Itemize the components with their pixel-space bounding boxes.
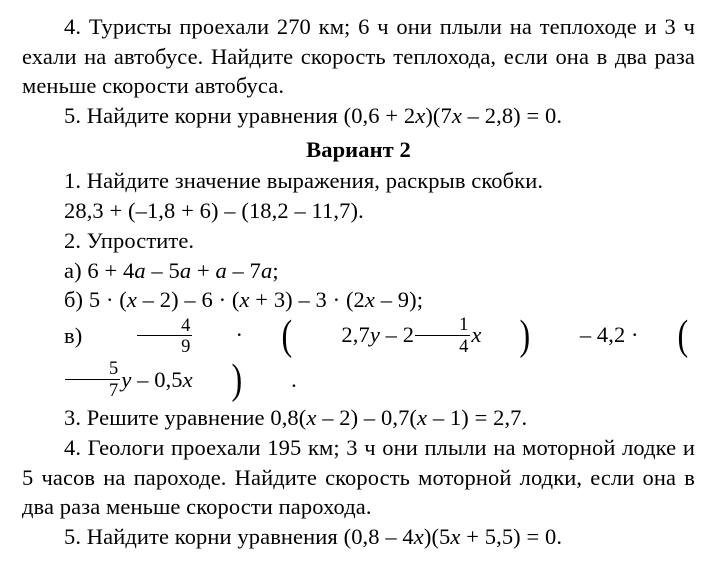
document-page: 4. Туристы проехали 270 км; 6 ч они плыл… xyxy=(0,0,717,562)
var-x: x xyxy=(127,287,137,312)
fraction-1-4: 14 xyxy=(415,315,470,355)
text: . xyxy=(249,359,297,402)
problem-2b: б) 5 · (x – 2) – 6 · (x + 3) – 3 · (2x –… xyxy=(22,285,695,315)
var-x: x xyxy=(450,524,460,549)
var-x: x xyxy=(417,405,427,430)
left-paren-icon: ( xyxy=(250,323,292,349)
problem-2-text: 2. Упростите. xyxy=(22,226,695,256)
problem-2c: в) 49 · (2,7y – 214x) – 4,2 · (57y – 0,5… xyxy=(22,315,695,403)
text: – 7 xyxy=(227,258,261,283)
text: б) 5 · ( xyxy=(64,287,127,312)
var-x: x xyxy=(239,287,249,312)
text: )(7 xyxy=(425,103,452,128)
variant-heading: Вариант 2 xyxy=(22,135,695,165)
text: 5. Найдите корни уравнения (0,8 – 4 xyxy=(64,524,414,549)
text: + 5,5) = 0. xyxy=(461,524,563,549)
right-paren-icon: ) xyxy=(200,367,242,393)
problem-5-variant1: 5. Найдите корни уравнения (0,6 + 2x)(7x… xyxy=(22,101,695,131)
problem-1-text: 1. Найдите значение выражения, раскрыв с… xyxy=(22,166,695,196)
text: – 9); xyxy=(375,287,423,312)
text: – 2) – 6 · ( xyxy=(137,287,240,312)
denominator: 4 xyxy=(415,336,470,355)
text: 5. Найдите корни уравнения (0,6 + 2 xyxy=(64,103,415,128)
var-y: y xyxy=(121,367,131,392)
var-a: a xyxy=(134,258,145,283)
fraction-5-7: 57 xyxy=(65,359,120,399)
var-x: x xyxy=(183,367,193,392)
text: в) xyxy=(64,323,136,348)
problem-1-expression: 28,3 + (–1,8 + 6) – (18,2 – 11,7). xyxy=(22,196,695,226)
problem-3: 3. Решите уравнение 0,8(x – 2) – 0,7(x –… xyxy=(22,403,695,433)
denominator: 9 xyxy=(137,336,192,355)
text: )(5 xyxy=(424,524,451,549)
inner: 2,7y – 214x xyxy=(299,314,481,357)
text: – 2,8) = 0. xyxy=(462,103,562,128)
var-x: x xyxy=(471,322,481,347)
problem-5: 5. Найдите корни уравнения (0,8 – 4x)(5x… xyxy=(22,522,695,552)
numerator: 1 xyxy=(415,315,470,335)
text: а) 6 + 4 xyxy=(64,258,134,283)
text: 3. Решите уравнение 0,8( xyxy=(64,405,306,430)
text: + xyxy=(191,258,215,283)
text: + 3) – 3 · (2 xyxy=(250,287,365,312)
problem-4: 4. Геологи проехали 195 км; 3 ч они плыл… xyxy=(22,433,695,522)
numerator: 5 xyxy=(65,359,120,379)
text: – 2) – 0,7( xyxy=(316,405,417,430)
var-a: a xyxy=(180,258,191,283)
var-y: y xyxy=(370,322,380,347)
text: – 0,5 xyxy=(131,367,182,392)
problem-2a: а) 6 + 4a – 5a + a – 7a; xyxy=(22,256,695,286)
text: ; xyxy=(272,258,278,283)
denominator: 7 xyxy=(65,380,120,399)
problem-4-variant1: 4. Туристы проехали 270 км; 6 ч они плыл… xyxy=(22,12,695,101)
var-a: a xyxy=(261,258,272,283)
dot: · xyxy=(193,314,243,357)
text: 2,7 xyxy=(341,322,369,347)
var-x: x xyxy=(452,103,462,128)
var-x: x xyxy=(414,524,424,549)
fraction-4-9: 49 xyxy=(137,316,192,356)
var-x: x xyxy=(415,103,425,128)
left-paren-icon: ( xyxy=(646,323,688,349)
var-x: x xyxy=(365,287,375,312)
text: – 4,2 · xyxy=(538,314,639,357)
right-paren-icon: ) xyxy=(489,323,531,349)
text: – 2 xyxy=(380,322,414,347)
inner: 57y – 0,5x xyxy=(22,359,193,402)
var-x: x xyxy=(306,405,316,430)
text: – 1) = 2,7. xyxy=(427,405,527,430)
var-a: a xyxy=(215,258,226,283)
numerator: 4 xyxy=(137,316,192,336)
text: – 5 xyxy=(146,258,180,283)
